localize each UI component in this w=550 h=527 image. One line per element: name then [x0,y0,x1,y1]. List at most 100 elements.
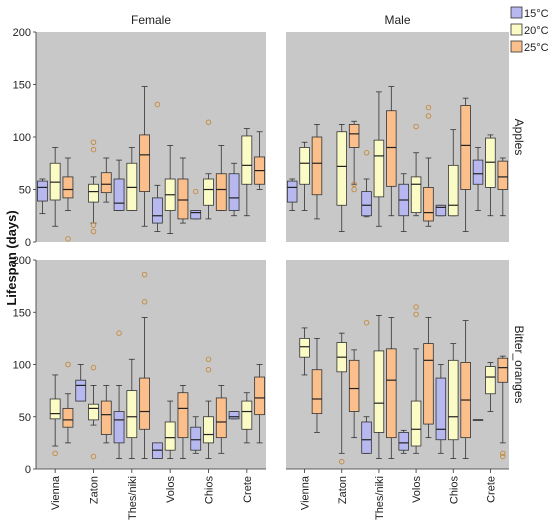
box-crete-20-c [241,135,253,185]
box-chios-25-c [460,105,471,190]
legend-label-15-c: 15°C [524,8,549,20]
box-thes-niki-20-c [126,390,138,439]
box-thes-niki-25-c [386,110,397,187]
box-volos-25-c [423,343,434,425]
box-thes-niki-15-c [113,178,125,211]
box-zaton-25-c [348,124,360,148]
x-tick-label-crete: Crete [485,476,497,503]
column-strip-male: Male [384,13,410,27]
box-chios-20-c [448,359,459,441]
outlier-point [90,453,97,460]
box-chios-15-c [435,377,447,441]
outlier-point [413,311,419,318]
box-thes-niki-25-c [386,348,397,439]
outlier-point [141,299,148,305]
legend-swatch-20-c [510,23,523,36]
outlier-point [65,236,71,242]
outlier-point [154,101,161,108]
panel-background [36,32,266,242]
x-tick-label-thes-niki: Thes/niki [374,476,386,520]
box-crete-15-c [228,411,240,420]
outlier-point [413,123,419,130]
legend-label-25-c: 25°C [524,42,549,54]
outlier-point [192,188,199,195]
box-vienna-25-c [311,136,323,196]
y-tick-label: 150 [13,307,31,319]
y-tick-label: 200 [13,255,31,267]
box-chios-20-c [203,178,214,206]
x-tick-label-chios: Chios [448,476,460,505]
y-tick-label: 50 [19,185,31,197]
box-volos-20-c [410,176,422,213]
box-vienna-25-c [62,176,74,199]
box-vienna-20-c [49,398,61,420]
x-tick-label-volos: Volos [411,476,423,503]
box-chios-20-c [448,164,459,217]
outlier-point [141,271,148,278]
box-chios-15-c [190,210,202,220]
outlier-point [90,364,97,371]
box-vienna-15-c [286,180,298,203]
row-strip-apples: Apples [512,119,526,156]
box-vienna-15-c [37,180,48,202]
box-zaton-25-c [100,400,112,435]
y-tick-label: 200 [13,27,31,39]
box-volos-25-c [423,186,434,222]
panel-bitter-oranges-female [36,260,266,469]
box-zaton-15-c [75,379,87,402]
box-zaton-20-c [88,183,99,203]
box-zaton-25-c [348,359,360,412]
y-tick-label: 100 [13,132,31,144]
outlier-point [116,330,122,336]
outlier-point [205,356,212,363]
outlier-point [425,113,432,119]
column-strip-female: Female [131,13,171,27]
legend-label-20-c: 20°C [524,25,549,37]
box-volos-25-c [177,178,189,220]
outlier-point [351,181,357,187]
box-zaton-20-c [336,131,347,206]
box-chios-20-c [203,416,214,444]
box-zaton-25-c [100,172,112,194]
legend: 15°C 20°C 25°C [510,6,549,54]
box-volos-15-c [398,432,409,451]
x-tick-label-vienna: Vienna [50,475,62,510]
outlier-point [90,146,97,153]
box-vienna-20-c [299,147,310,185]
outlier-point [425,104,432,111]
y-tick-label: 50 [19,412,31,424]
outlier-point [363,149,370,156]
outlier-point [65,361,71,368]
outlier-point [205,366,212,373]
outlier-point [351,186,357,193]
y-tick-label: 100 [13,360,31,372]
legend-swatch-25-c [510,40,523,53]
outlier-point [205,119,212,126]
box-thes-niki-15-c [113,411,125,444]
outlier-point [90,228,97,235]
outlier-point [500,453,506,460]
label-layer: 0 50 100 150 200 0 50 100 150 200 Vienna Zaton Thes/… [13,13,526,520]
x-tick-label-thes-niki: Thes/niki [127,476,139,520]
box-crete-20-c [485,366,496,395]
box-thes-niki-20-c [373,350,385,433]
box-thes-niki-20-c [373,139,385,198]
y-tick-label: 150 [13,80,31,92]
panel-layer [36,32,509,469]
box-chios-15-c [435,204,447,217]
x-tick-label-zaton: Zaton [337,476,349,504]
panel-background [286,32,509,242]
box-vienna-20-c [299,337,310,358]
panel-background [286,260,509,469]
x-tick-label-volos: Volos [165,476,177,503]
outlier-point [500,450,506,457]
box-thes-niki-15-c [361,191,372,217]
panel-background [36,260,266,469]
outlier-point [363,319,370,326]
legend-swatch-15-c [510,6,523,19]
box-volos-25-c [177,392,189,439]
box-thes-niki-25-c [139,377,150,430]
box-chios-15-c [190,426,202,451]
box-crete-25-c [497,160,509,190]
